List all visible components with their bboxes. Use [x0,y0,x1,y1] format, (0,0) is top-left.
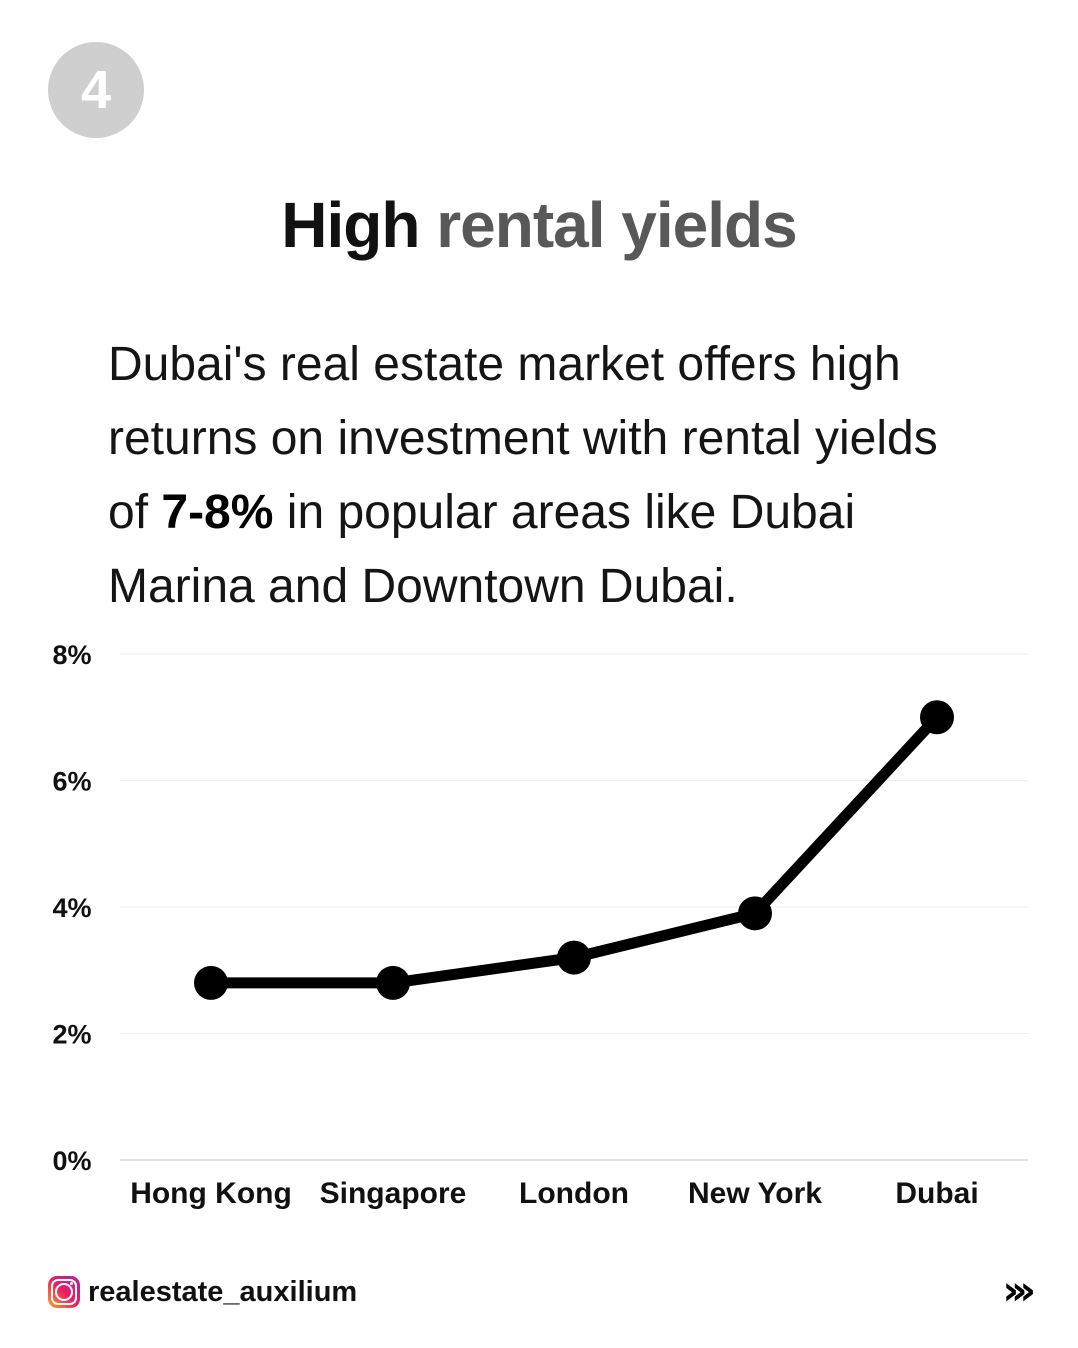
title-part-1: High [281,189,420,261]
description-text-before: Dubai's real estate market offers high r… [108,338,938,539]
data-point [920,700,954,735]
description: Dubai's real estate market offers high r… [108,328,988,624]
description-text-after: in popular areas like Dubai Marina and D… [108,486,856,613]
x-tick-label: Singapore [320,1177,467,1210]
page-title: High rental yields [0,188,1078,262]
x-tick-label: London [519,1177,629,1210]
data-point [194,965,228,1000]
title-part-2: rental yields [436,189,797,261]
rental-yield-line-chart: 0% 2% 4% 6% 8% Hong Kong Singapore London New Yo… [52,640,1028,1210]
y-tick-label: 6% [52,767,91,797]
step-number: 4 [80,60,112,120]
step-number-badge: 4 [48,42,144,138]
y-tick-label: 8% [52,640,91,670]
y-tick-label: 0% [52,1146,91,1176]
y-tick-label: 2% [52,1020,91,1050]
data-point [376,965,410,1000]
x-tick-label: Hong Kong [130,1177,292,1210]
footer: realestate_auxilium [48,1272,357,1312]
data-point [738,896,772,931]
data-point [557,940,591,975]
next-arrows-icon[interactable]: ››› [1002,1268,1037,1314]
description-highlight: 7-8% [161,486,274,539]
instagram-icon[interactable] [48,1276,80,1308]
x-tick-label: New York [688,1177,822,1210]
instagram-handle[interactable]: realestate_auxilium [88,1275,358,1308]
x-tick-label: Dubai [895,1177,978,1210]
y-tick-label: 4% [52,893,91,923]
